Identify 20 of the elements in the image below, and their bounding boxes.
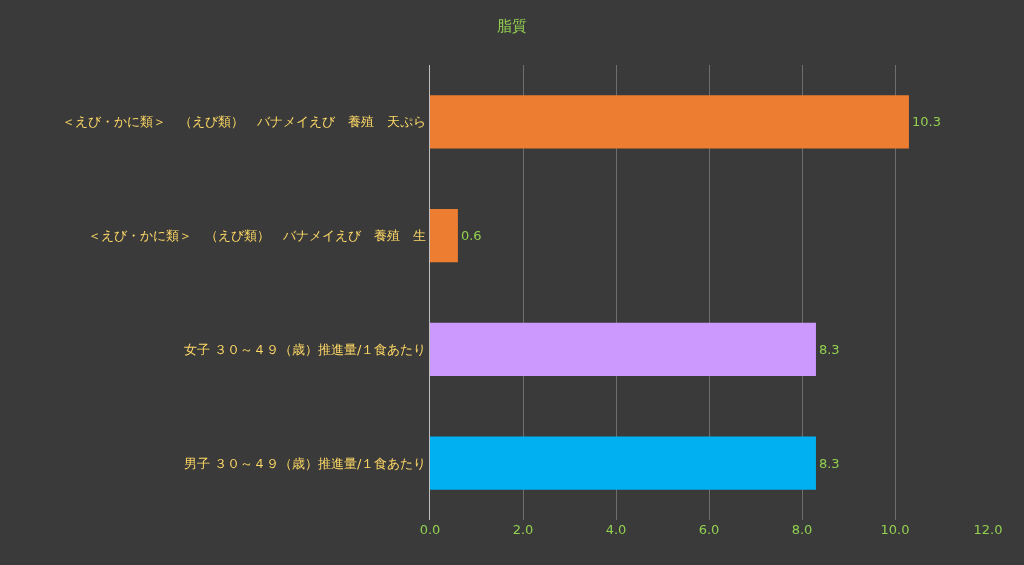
bar: [430, 208, 458, 263]
x-tick-label: 2.0: [512, 522, 534, 537]
x-tick-label: 6.0: [698, 522, 720, 537]
x-tick-label: 4.0: [605, 522, 627, 537]
y-tick-label: ＜えび・かに類＞ （えび類） バナメイえび 養殖 天ぷら: [62, 114, 427, 130]
chart-title: 脂質: [497, 16, 527, 35]
bar: [430, 95, 909, 149]
data-label: 0.6: [460, 228, 482, 244]
y-tick-label: 男子 ３０～４９（歳）推進量/１食あたり: [183, 455, 427, 471]
data-label: 8.3: [818, 455, 840, 471]
data-label: 8.3: [818, 341, 840, 357]
bar: [430, 436, 816, 490]
y-tick-label: ＜えび・かに類＞ （えび類） バナメイえび 養殖 生: [88, 228, 427, 244]
data-label: 10.3: [911, 114, 941, 130]
y-tick-label: 女子 ３０～４９（歳）推進量/１食あたり: [183, 341, 427, 357]
x-tick-label: 8.0: [791, 522, 813, 537]
x-tick-label: 12.0: [973, 522, 1003, 537]
bar: [430, 322, 816, 377]
x-tick-label: 0.0: [419, 522, 441, 537]
x-tick-label: 10.0: [880, 522, 910, 537]
